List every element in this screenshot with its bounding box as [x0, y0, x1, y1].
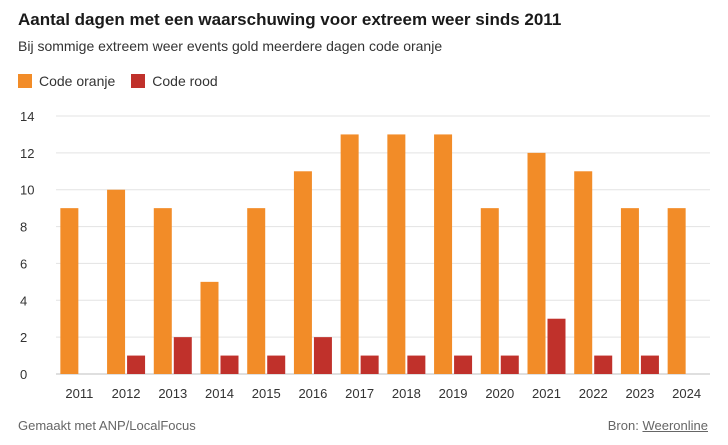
y-tick-label: 12 [20, 146, 34, 161]
legend-swatch-code-oranje [18, 74, 32, 88]
x-tick-label: 2024 [672, 386, 701, 401]
x-tick-label: 2021 [532, 386, 561, 401]
chart-subtitle: Bij sommige extreem weer events gold mee… [18, 38, 443, 54]
x-tick-label: 2016 [298, 386, 327, 401]
bar-code-oranje-2021[interactable] [527, 152, 546, 374]
x-tick-label: 2015 [252, 386, 281, 401]
bar-code-rood-2019[interactable] [454, 355, 473, 374]
chart-legend: Code oranje Code rood [18, 73, 234, 89]
chart-title: Aantal dagen met een waarschuwing voor e… [18, 10, 562, 29]
bar-chart: 0 2 4 6 8 10 12 14 2011 2012 2013 2014 2015 2016 2017 2… [20, 109, 710, 401]
bar-code-oranje-2018[interactable] [387, 134, 406, 374]
bar-code-rood-2023[interactable] [640, 355, 659, 374]
x-tick-label: 2014 [205, 386, 234, 401]
x-tick-label: 2022 [579, 386, 608, 401]
x-tick-label: 2020 [485, 386, 514, 401]
x-tick-label: 2017 [345, 386, 374, 401]
bar-code-oranje-2012[interactable] [107, 189, 126, 374]
y-tick-label: 0 [20, 367, 27, 382]
x-tick-label: 2018 [392, 386, 421, 401]
bar-code-oranje-2023[interactable] [620, 208, 639, 374]
bar-code-oranje-2013[interactable] [153, 208, 172, 374]
y-tick-label: 8 [20, 220, 27, 235]
bar-code-oranje-2022[interactable] [574, 171, 593, 374]
x-tick-label: 2019 [439, 386, 468, 401]
bar-code-rood-2012[interactable] [127, 355, 146, 374]
y-tick-label: 4 [20, 293, 27, 308]
legend-item-code-oranje: Code oranje [18, 73, 115, 89]
y-tick-label: 2 [20, 330, 27, 345]
x-tick-label: 2012 [112, 386, 141, 401]
footer-made-with: Gemaakt met ANP/LocalFocus [18, 418, 196, 433]
bar-code-oranje-2016[interactable] [293, 171, 312, 374]
y-tick-label: 6 [20, 256, 27, 271]
x-tick-label: 2023 [625, 386, 654, 401]
bar-code-oranje-2024[interactable] [667, 208, 686, 374]
footer-source-prefix: Bron: [607, 418, 639, 433]
bar-code-oranje-2015[interactable] [247, 208, 266, 374]
bar-code-rood-2017[interactable] [360, 355, 379, 374]
x-tick-label: 2013 [158, 386, 187, 401]
legend-item-code-rood: Code rood [131, 73, 218, 89]
bar-code-rood-2015[interactable] [267, 355, 286, 374]
bar-code-rood-2013[interactable] [173, 337, 192, 374]
bar-code-oranje-2020[interactable] [480, 208, 499, 374]
x-tick-label: 2011 [65, 386, 93, 401]
footer-source-link[interactable]: Weeronline [642, 418, 708, 433]
legend-swatch-code-rood [131, 74, 146, 88]
bar-code-rood-2020[interactable] [500, 355, 519, 374]
y-tick-label: 10 [20, 183, 34, 198]
bar-code-rood-2014[interactable] [220, 355, 239, 374]
footer-source: Bron: Weeronline [608, 418, 708, 433]
bar-code-rood-2016[interactable] [313, 337, 332, 374]
bar-code-oranje-2019[interactable] [434, 134, 453, 374]
bar-code-oranje-2014[interactable] [200, 281, 219, 374]
bar-code-oranje-2017[interactable] [340, 134, 359, 374]
legend-label-code-oranje: Code oranje [39, 73, 116, 89]
bar-code-rood-2018[interactable] [407, 355, 426, 374]
bar-code-rood-2022[interactable] [594, 355, 613, 374]
legend-label-code-rood: Code rood [152, 73, 218, 89]
bar-code-rood-2021[interactable] [547, 318, 566, 374]
y-tick-label: 14 [20, 109, 34, 124]
bar-code-oranje-2011[interactable] [60, 208, 79, 374]
